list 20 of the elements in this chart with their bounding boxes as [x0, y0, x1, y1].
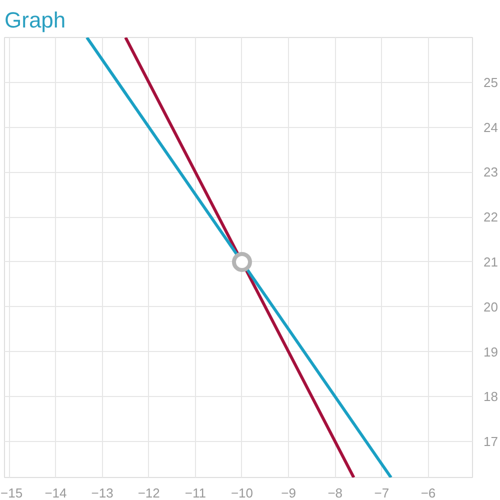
x-tick-label: −10 [230, 486, 254, 500]
x-tick-label: −12 [138, 486, 160, 500]
x-tick-label: −15 [0, 486, 23, 500]
x-tick-label: −9 [281, 486, 296, 500]
x-tick-label: −8 [328, 486, 343, 500]
y-tick-label: 20 [484, 299, 498, 314]
x-tick-label: −7 [374, 486, 390, 500]
y-tick-label: 21 [484, 254, 498, 270]
y-tick-label: 25 [484, 74, 498, 90]
x-tick-label: −6 [420, 486, 436, 500]
x-tick-label: −14 [44, 486, 67, 500]
y-tick-label: 24 [484, 120, 498, 135]
chart-title: Graph [4, 8, 66, 32]
y-tick-label: 18 [484, 389, 498, 404]
y-tick-label: 22 [484, 210, 498, 225]
x-tick-label: −13 [91, 486, 114, 500]
y-tick-label: 19 [484, 344, 498, 360]
y-tick-label: 17 [484, 434, 498, 450]
x-tick-label: −11 [184, 486, 206, 500]
y-tick-label: 23 [484, 164, 498, 180]
